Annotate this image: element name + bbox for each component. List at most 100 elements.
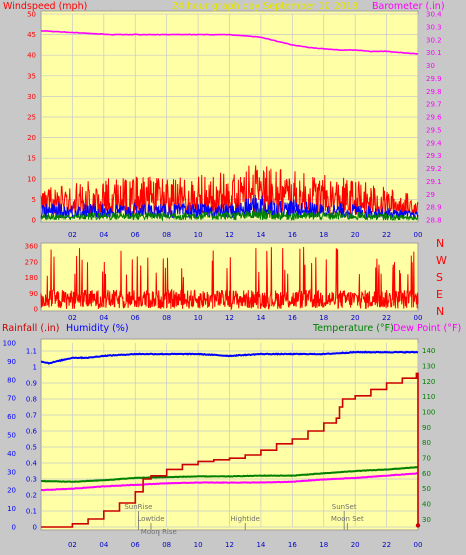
temperature-tick: 30 (422, 516, 431, 524)
temperature-tick: 80 (422, 439, 431, 447)
wind-direction-series (40, 246, 419, 311)
wind-x-tick: 20 (351, 231, 360, 239)
almanac-label: SunRise (124, 503, 152, 511)
windspeed-tick-labels: 0 5 10 15 20 25 30 35 40 45 50 (27, 11, 36, 225)
windspeed-tick: 45 (27, 31, 36, 39)
wind-x-tick: 12 (225, 231, 234, 239)
temperature-tick: 40 (422, 501, 431, 509)
direction-x-tick: 22 (382, 314, 391, 322)
windspeed-tick: 15 (27, 155, 36, 163)
wind-avg-trace (40, 208, 419, 222)
compass-label: N (436, 237, 444, 250)
direction-x-tick-labels: 02 04 06 08 10 12 14 16 18 20 22 00 (68, 314, 423, 322)
direction-x-tick: 00 (414, 314, 423, 322)
barometer-tick: 30.3 (426, 23, 442, 31)
wind-x-tick: 14 (256, 231, 265, 239)
rainfall-tick: 0.5 (26, 444, 37, 452)
rainfall-tick: 0.1 (26, 508, 37, 516)
temperature-series (41, 466, 419, 483)
humidity-tick: 20 (7, 487, 16, 495)
direction-tick: 0 (34, 306, 38, 314)
chart-title: 24 hour graph day September 10 2018 (172, 1, 358, 12)
temp-x-tick: 20 (351, 541, 360, 549)
compass-label: S (436, 271, 443, 284)
direction-tick-labels: 0 90 180 270 360 (25, 243, 38, 314)
barometer-tick: 29.7 (426, 101, 442, 109)
temp-x-tick: 10 (194, 541, 203, 549)
rainfall-tick: 0.4 (26, 460, 38, 468)
dewpoint-axis-label: Dew Point (°F) (393, 323, 461, 334)
rainfall-tick: 0.7 (26, 412, 37, 420)
barometer-tick: 29.5 (426, 126, 442, 134)
direction-x-tick: 20 (351, 314, 360, 322)
rainfall-tick: 0.3 (26, 476, 37, 484)
windspeed-tick: 20 (27, 134, 36, 142)
barometer-tick: 29 (426, 191, 435, 199)
wind-x-tick: 18 (319, 231, 328, 239)
humidity-series (40, 350, 419, 365)
almanac-label: Hightide (230, 515, 260, 523)
humidity-tick: 90 (7, 358, 16, 366)
direction-x-tick: 02 (68, 314, 77, 322)
barometer-tick: 29.2 (426, 165, 442, 173)
wind-x-tick: 08 (162, 231, 171, 239)
humidity-axis-label: Humidity (%) (66, 323, 129, 334)
barometer-tick: 29.3 (426, 152, 442, 160)
barometer-tick: 29.4 (426, 139, 442, 147)
humidity-tick: 70 (7, 395, 16, 403)
barometer-tick: 28.9 (426, 204, 442, 212)
rainfall-tick: 1.1 (26, 348, 37, 356)
almanac-label: SunSet (332, 503, 357, 511)
temp-x-tick: 02 (68, 541, 77, 549)
temperature-axis-label: Temperature (°F) (312, 323, 394, 334)
direction-tick: 360 (25, 243, 38, 251)
temperature-tick: 140 (422, 347, 435, 355)
rainfall-tick: 0.6 (26, 428, 38, 436)
direction-x-tick: 14 (256, 314, 265, 322)
temp-x-tick: 14 (256, 541, 265, 549)
temperature-tick: 100 (422, 409, 435, 417)
humidity-tick: 80 (7, 376, 16, 384)
direction-x-tick: 08 (162, 314, 171, 322)
humidity-tick-labels: 0 10 20 30 40 50 60 70 80 90 100 (3, 340, 16, 532)
direction-trace (40, 246, 419, 311)
temperature-tick: 90 (422, 424, 431, 432)
barometer-tick: 30.1 (426, 49, 442, 57)
wind-x-tick: 10 (194, 231, 203, 239)
humidity-tick: 100 (3, 340, 16, 348)
temperature-tick: 60 (422, 470, 431, 478)
temperature-tick: 130 (422, 363, 435, 371)
temperature-tick: 110 (422, 393, 435, 401)
rainfall-tick: 0.8 (26, 396, 37, 404)
wind-x-tick: 22 (382, 231, 391, 239)
almanac-label: Moon Set (331, 515, 364, 523)
windspeed-tick: 35 (27, 72, 36, 80)
barometer-tick: 29.6 (426, 114, 442, 122)
barometer-tick: 28.8 (426, 217, 442, 225)
windspeed-tick: 10 (27, 175, 36, 183)
compass-label: W (436, 254, 447, 267)
temp-x-tick-labels: 02 04 06 08 10 12 14 16 18 20 22 00 (68, 541, 423, 549)
rainfall-tick: 0 (33, 524, 37, 532)
almanac-label: Lowtide (137, 515, 164, 523)
barometer-tick: 30 (426, 62, 435, 70)
wind-x-tick: 00 (414, 231, 423, 239)
direction-tick: 270 (25, 258, 38, 266)
temperature-tick: 120 (422, 378, 435, 386)
temp-x-tick: 08 (162, 541, 171, 549)
windspeed-tick: 25 (27, 114, 36, 122)
wind-x-tick: 06 (131, 231, 140, 239)
direction-tick: 90 (29, 290, 38, 298)
windspeed-tick: 5 (32, 196, 36, 204)
temp-x-tick: 18 (319, 541, 328, 549)
barometer-tick: 29.9 (426, 75, 442, 83)
barometer-series (40, 30, 419, 55)
temp-x-tick: 22 (382, 541, 391, 549)
rainfall-tick: 0.2 (26, 492, 37, 500)
temperature-tick: 70 (422, 455, 431, 463)
windspeed-axis-label: Windspeed (mph) (3, 1, 87, 12)
